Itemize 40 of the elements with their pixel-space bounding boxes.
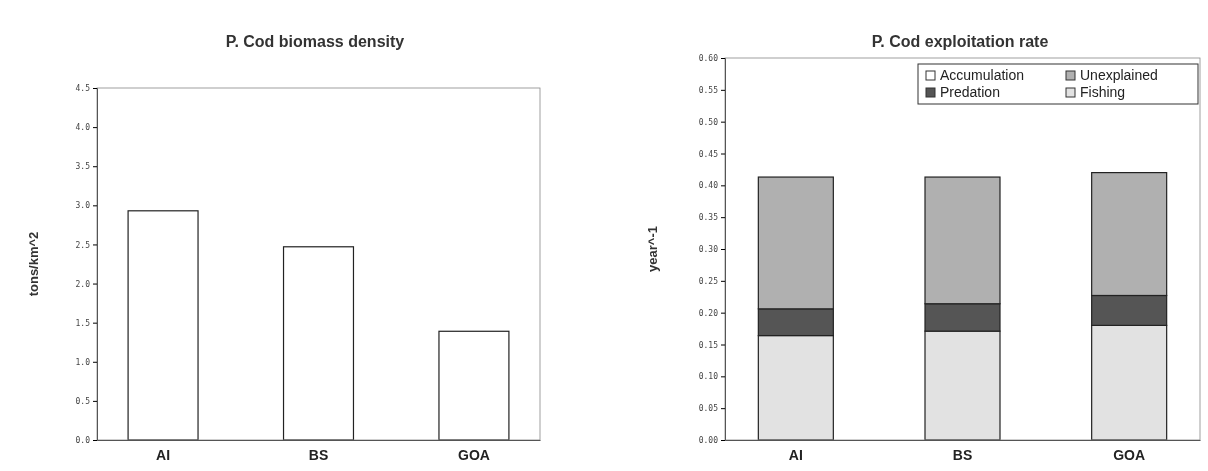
x-tick-label: AI [788,446,803,463]
y-tick-label: 0.40 [698,181,719,191]
y-tick-label: 0.00 [698,436,719,446]
y-tick-label: 4.5 [75,84,91,94]
chart-title: P. Cod biomass density [225,33,405,50]
x-tick-label: AI [156,446,171,463]
legend-label: Predation [940,84,1000,100]
bar [438,330,510,441]
y-tick-label: 3.0 [75,201,91,211]
y-tick-label: 0.55 [698,85,719,95]
y-tick-label: 3.5 [75,162,91,172]
y-tick-label: 0.50 [698,117,719,127]
y-tick-label: 1.5 [75,318,91,328]
legend-label: Unexplained [1080,67,1158,83]
bar [282,246,355,441]
y-tick-label: 0.30 [698,245,719,255]
y-tick-label: 0.45 [698,149,719,159]
y-tick-label: 0.10 [698,372,719,382]
y-tick-label: 0.15 [698,340,719,350]
y-tick-label: 1.0 [75,357,91,367]
y-tick-label: 4.0 [75,123,91,133]
chart-title: P. Cod exploitation rate [871,33,1049,50]
y-axis-title: tons/km^2 [26,231,41,297]
y-tick-label: 0.25 [698,276,719,286]
y-tick-label: 2.0 [75,279,91,289]
y-axis-title: year^-1 [645,226,660,272]
x-tick-label: BS [952,446,973,463]
x-tick-label: GOA [1113,446,1146,463]
y-tick-label: 0.0 [75,436,91,446]
x-tick-label: GOA [457,446,490,463]
y-tick-label: 0.5 [75,396,91,406]
bar [127,210,199,441]
y-tick-label: 0.35 [698,213,719,223]
x-tick-label: BS [308,446,329,463]
legend-label: Fishing [1080,84,1126,100]
y-tick-label: 0.60 [698,54,719,64]
y-tick-label: 2.5 [75,240,91,250]
y-tick-label: 0.05 [698,404,719,414]
legend-label: Accumulation [940,67,1025,83]
y-tick-label: 0.20 [698,308,719,318]
